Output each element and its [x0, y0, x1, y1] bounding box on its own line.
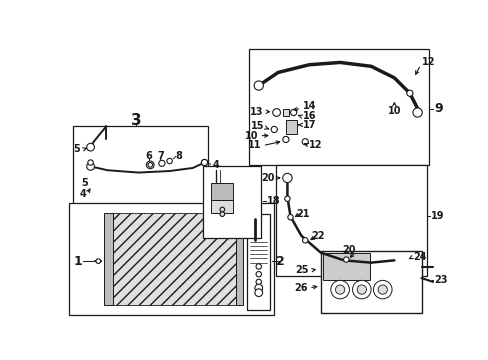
Text: 9: 9 — [433, 102, 442, 115]
Text: 5: 5 — [81, 178, 87, 188]
Text: 11: 11 — [247, 140, 261, 150]
Text: 26: 26 — [293, 283, 307, 293]
Circle shape — [343, 257, 348, 262]
Text: 4: 4 — [213, 160, 219, 170]
Circle shape — [412, 108, 422, 117]
Bar — [203, 166, 261, 238]
Text: 10: 10 — [387, 106, 400, 116]
Text: 18: 18 — [266, 196, 280, 206]
Bar — [211, 200, 233, 213]
Bar — [103, 213, 113, 305]
Bar — [235, 213, 243, 305]
Text: 12: 12 — [422, 58, 435, 67]
Text: 15: 15 — [250, 121, 264, 131]
Circle shape — [256, 264, 261, 269]
Bar — [249, 49, 428, 165]
Circle shape — [86, 143, 94, 151]
Circle shape — [335, 285, 344, 294]
Bar — [323, 253, 369, 280]
Circle shape — [256, 279, 261, 285]
Text: 5: 5 — [73, 144, 80, 154]
Text: 14: 14 — [302, 101, 316, 111]
Circle shape — [272, 109, 280, 116]
Circle shape — [302, 238, 307, 243]
Circle shape — [86, 163, 94, 170]
Circle shape — [290, 109, 296, 116]
Text: 25: 25 — [295, 265, 308, 275]
Circle shape — [201, 159, 207, 166]
Circle shape — [330, 280, 349, 299]
Text: 7: 7 — [157, 152, 163, 161]
Text: 20: 20 — [261, 173, 274, 183]
Text: 24: 24 — [413, 252, 427, 262]
Text: 22: 22 — [311, 231, 325, 241]
Text: 6: 6 — [145, 152, 152, 161]
Text: 16: 16 — [302, 111, 316, 121]
Text: 23: 23 — [433, 275, 447, 285]
Text: 20: 20 — [342, 244, 355, 255]
Bar — [246, 214, 270, 310]
Circle shape — [270, 126, 277, 132]
Circle shape — [159, 160, 164, 166]
Text: 19: 19 — [430, 211, 444, 221]
Circle shape — [254, 81, 263, 90]
Circle shape — [377, 285, 386, 294]
Circle shape — [406, 90, 412, 96]
Circle shape — [302, 139, 308, 145]
Circle shape — [282, 136, 288, 143]
Text: 12: 12 — [308, 140, 322, 150]
Text: 4: 4 — [79, 189, 86, 199]
Circle shape — [88, 160, 93, 165]
Circle shape — [220, 207, 224, 212]
Text: 3: 3 — [131, 113, 142, 128]
Bar — [111, 213, 235, 305]
Circle shape — [284, 196, 289, 202]
Bar — [320, 251, 421, 313]
Circle shape — [356, 285, 366, 294]
Bar — [285, 120, 296, 134]
Bar — [73, 126, 208, 242]
Text: 10: 10 — [244, 131, 258, 141]
Circle shape — [373, 280, 391, 299]
Circle shape — [201, 159, 207, 166]
Bar — [211, 183, 233, 200]
Text: 1: 1 — [74, 255, 82, 267]
Bar — [275, 165, 426, 276]
Circle shape — [256, 271, 261, 277]
Circle shape — [352, 280, 370, 299]
Circle shape — [287, 215, 293, 220]
Circle shape — [96, 259, 101, 264]
Text: 17: 17 — [302, 120, 316, 130]
Circle shape — [254, 289, 262, 297]
Circle shape — [254, 284, 262, 292]
Circle shape — [220, 212, 224, 216]
Bar — [69, 203, 274, 315]
Text: 2: 2 — [276, 255, 284, 267]
Text: 21: 21 — [296, 209, 309, 219]
Circle shape — [146, 161, 154, 169]
Text: 13: 13 — [249, 107, 263, 117]
Text: 8: 8 — [176, 152, 183, 161]
Circle shape — [148, 163, 152, 167]
Circle shape — [282, 173, 291, 183]
Bar — [282, 109, 288, 116]
Circle shape — [166, 158, 172, 164]
